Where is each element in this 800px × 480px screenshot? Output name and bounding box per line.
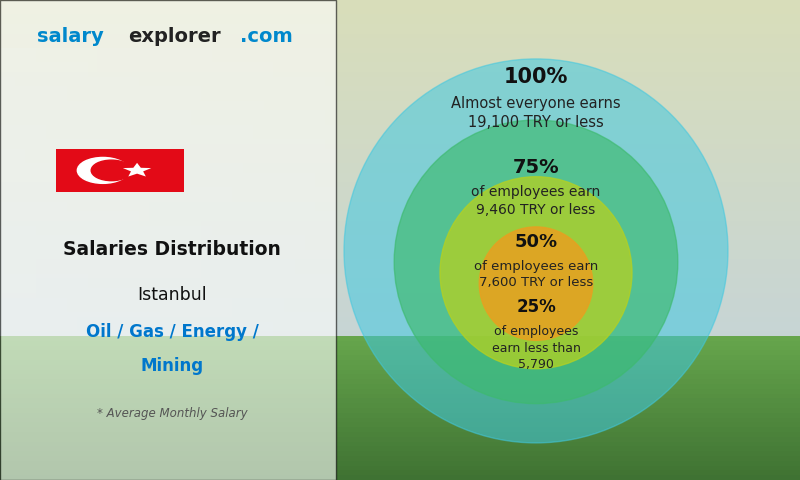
Text: salary: salary xyxy=(37,27,103,46)
Text: 75%: 75% xyxy=(513,158,559,177)
FancyBboxPatch shape xyxy=(56,149,184,192)
FancyBboxPatch shape xyxy=(0,0,336,480)
Text: of employees earn
9,460 TRY or less: of employees earn 9,460 TRY or less xyxy=(471,185,601,217)
Circle shape xyxy=(394,120,678,404)
Circle shape xyxy=(78,157,129,183)
Text: .com: .com xyxy=(240,27,293,46)
Text: Salaries Distribution: Salaries Distribution xyxy=(63,240,281,259)
Text: 25%: 25% xyxy=(516,299,556,316)
Circle shape xyxy=(440,177,632,369)
Text: of employees
earn less than
5,790: of employees earn less than 5,790 xyxy=(491,325,581,371)
Circle shape xyxy=(479,227,593,340)
Text: * Average Monthly Salary: * Average Monthly Salary xyxy=(97,407,247,420)
Text: Istanbul: Istanbul xyxy=(137,286,207,304)
Circle shape xyxy=(91,160,132,180)
Text: Mining: Mining xyxy=(141,357,203,375)
Text: 100%: 100% xyxy=(504,67,568,87)
Text: of employees earn
7,600 TRY or less: of employees earn 7,600 TRY or less xyxy=(474,260,598,289)
Text: Oil / Gas / Energy /: Oil / Gas / Energy / xyxy=(86,324,258,341)
Circle shape xyxy=(344,59,728,443)
Polygon shape xyxy=(123,163,151,177)
Text: Almost everyone earns
19,100 TRY or less: Almost everyone earns 19,100 TRY or less xyxy=(451,96,621,130)
Text: 50%: 50% xyxy=(514,233,558,251)
Text: explorer: explorer xyxy=(129,27,222,46)
